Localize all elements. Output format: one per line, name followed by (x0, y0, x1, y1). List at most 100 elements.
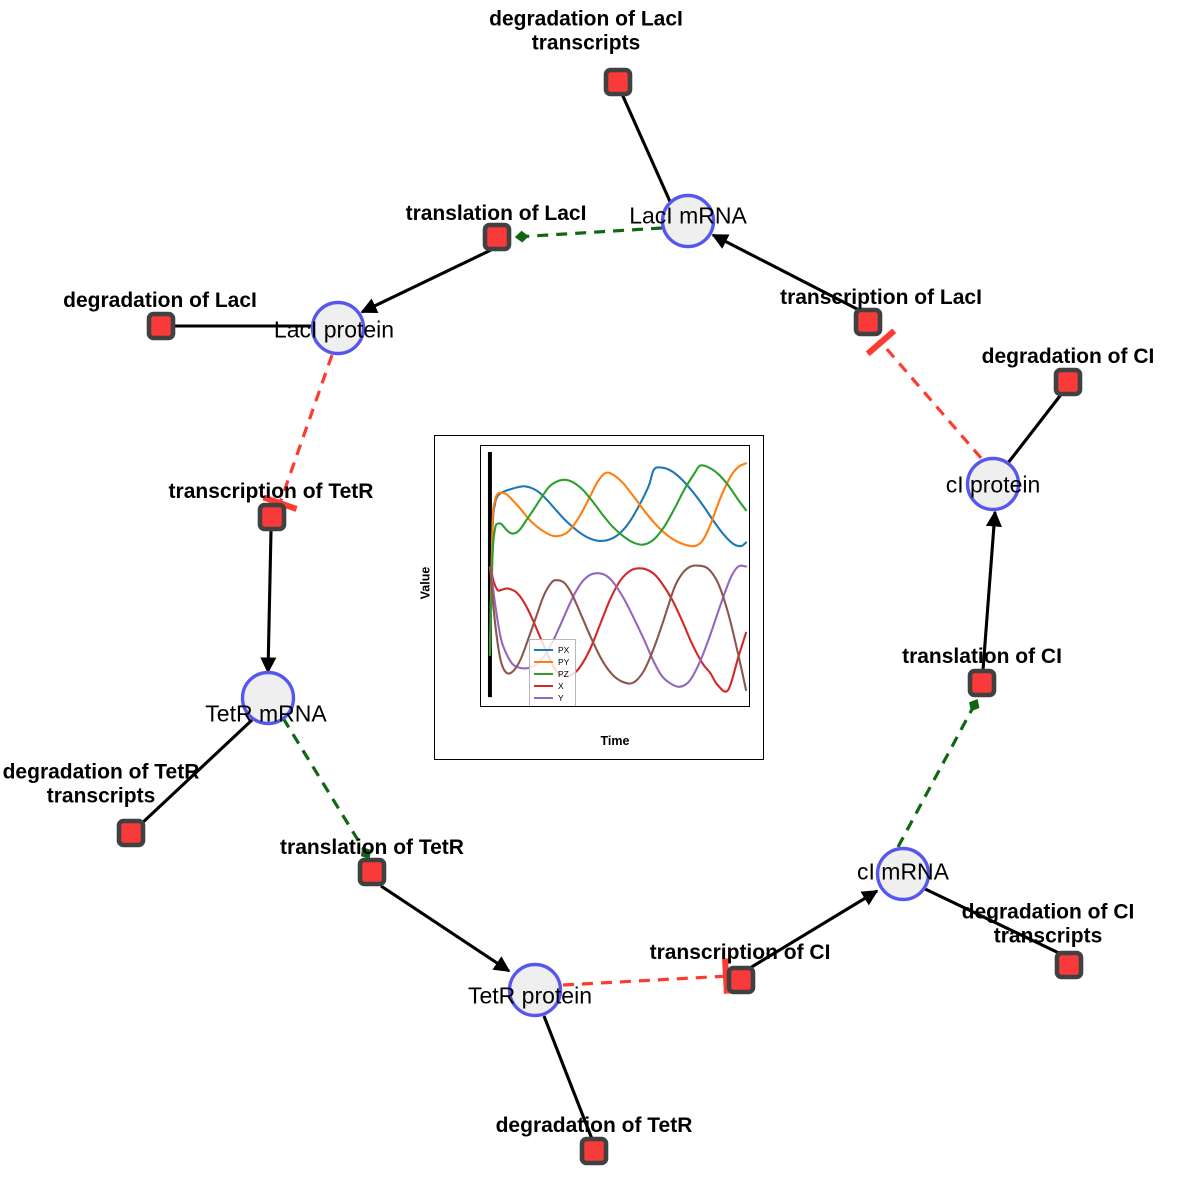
chart-line-x (490, 567, 746, 691)
chart-legend-label: PZ (558, 668, 569, 679)
edge-tetrmrna-degtetrtx (138, 718, 254, 827)
chart-x-tick: 0 (487, 706, 494, 707)
reaction-node-translation-of-tetr[interactable] (357, 857, 387, 887)
reaction-label-transcription-of-laci: transcription of LacI (780, 286, 982, 310)
chart-legend-swatch (534, 696, 553, 700)
chart-plot-area: 10⁻¹10⁰10¹10²10³ 050100150200 PXPYPZXYZ (480, 445, 750, 707)
chart-legend-item: Y (534, 692, 569, 704)
species-label-tetr-protein: TetR protein (467, 982, 593, 1009)
chart-legend-label: PX (558, 644, 570, 655)
reaction-node-deg-laci[interactable] (146, 311, 176, 341)
edge-txtetr-tetrmrna (260, 530, 277, 674)
chart-legend-swatch (534, 660, 553, 664)
reaction-node-translation-of-laci[interactable] (482, 222, 512, 252)
edge-lacimrna-tlnlaci-catalysis (514, 226, 663, 243)
species-label-ci-protein: cI protein (945, 471, 1041, 498)
edge-tlntetr-tetrprotein (380, 884, 511, 973)
reaction-label-deg-laci: degradation of LacI (63, 289, 257, 313)
chart-legend-swatch (534, 684, 553, 688)
chart-x-tickmark (682, 706, 683, 707)
edge-cimrna-degcitx (922, 886, 1064, 957)
reaction-node-deg-tetr[interactable] (579, 1136, 609, 1166)
chart-x-tickmark (746, 706, 747, 707)
chart-series-group (490, 463, 746, 691)
species-label-laci-protein: LacI protein (273, 316, 395, 343)
species-label-tetr-mrna: TetR mRNA (205, 700, 327, 727)
edge-tlnlaci-laciprotein (360, 248, 492, 314)
chart-y-tickmark (480, 697, 481, 698)
chart-x-tick: 100 (608, 706, 628, 707)
chart-line-px (490, 467, 746, 655)
chart-legend-item: PZ (534, 668, 569, 680)
edge-tlnci-ciprotein (981, 510, 1002, 671)
edge-cimrna-tlnci-catalysis (896, 698, 980, 848)
reaction-node-deg-tetr-transcripts[interactable] (116, 818, 146, 848)
chart-x-tickmark (490, 706, 491, 707)
reaction-label-deg-tetr: degradation of TetR (495, 1114, 693, 1138)
species-label-ci-mrna: cI mRNA (857, 858, 949, 885)
reaction-node-deg-ci[interactable] (1053, 367, 1083, 397)
edge-txlaci-lacimrna (711, 233, 860, 312)
edge-txci-cimrna (749, 889, 879, 970)
reaction-node-deg-laci-transcripts[interactable] (603, 67, 633, 97)
chart-x-axis-title: Time (600, 734, 630, 748)
reaction-node-deg-ci-transcripts[interactable] (1054, 950, 1084, 980)
reaction-label-translation-of-ci: translation of CI (902, 645, 1062, 669)
species-node-ci-protein[interactable] (965, 456, 1021, 512)
chart-legend-label: X (558, 680, 564, 691)
reaction-node-transcription-of-laci[interactable] (853, 307, 883, 337)
chart-y-tickmark (480, 589, 481, 590)
reaction-node-layer (116, 67, 1084, 1166)
reaction-label-deg-tetr-transcripts: degradation of TetR transcripts (2, 760, 200, 807)
chart-y-tickmark (480, 481, 481, 482)
reaction-label-transcription-of-tetr: transcription of TetR (168, 480, 374, 504)
chart-line-pz (490, 465, 746, 655)
species-node-tetr-protein[interactable] (507, 962, 563, 1018)
species-node-tetr-mrna[interactable] (240, 670, 296, 726)
chart-legend-swatch (534, 672, 553, 676)
edge-laciprotein-txtetr-inhibition (262, 354, 334, 512)
inset-timecourse-chart: Value 10⁻¹10⁰10¹10²10³ 050100150200 PXPY… (418, 435, 764, 760)
chart-legend-item: PX (534, 644, 569, 656)
species-label-laci-mrna: LacI mRNA (629, 202, 747, 229)
chart-y-tickmark (480, 535, 481, 536)
edge-tetrmrna-tlntetr-catalysis (281, 717, 371, 859)
edge-tetrprotein-degtetr (542, 1015, 594, 1140)
chart-y-axis-title: Value (418, 566, 433, 600)
chart-x-tickmark (554, 706, 555, 707)
chart-line-py (490, 463, 746, 655)
chart-y-tickmark (480, 643, 481, 644)
chart-legend-swatch (534, 648, 553, 652)
reaction-node-transcription-of-ci[interactable] (726, 965, 756, 995)
species-node-laci-mrna[interactable] (660, 193, 716, 249)
edge-tetrprotein-txci-inhibition (562, 958, 730, 994)
edge-ciprotein-degci (1006, 391, 1065, 464)
reaction-label-deg-ci-transcripts: degradation of CI transcripts (961, 900, 1135, 947)
chart-legend-label: Y (558, 692, 564, 703)
chart-legend-label: Z (558, 706, 563, 707)
chart-legend-item: PY (534, 656, 569, 668)
species-node-layer (240, 193, 1021, 1018)
edge-lacimrna-deglacitx (620, 93, 674, 207)
chart-x-tick: 150 (672, 706, 692, 707)
chart-legend-item: Z (534, 704, 569, 707)
reaction-label-deg-laci-transcripts: degradation of LacI transcripts (489, 7, 683, 54)
reaction-label-translation-of-tetr: translation of TetR (280, 836, 464, 860)
reaction-label-deg-ci: degradation of CI (981, 345, 1155, 369)
species-node-laci-protein[interactable] (310, 300, 366, 356)
reaction-node-transcription-of-tetr[interactable] (257, 502, 287, 532)
edge-ciprotein-txlaci-inhibition (865, 328, 983, 460)
chart-x-tick: 50 (547, 706, 560, 707)
reaction-label-translation-of-laci: translation of LacI (405, 202, 587, 226)
chart-line-y (490, 566, 746, 687)
reaction-label-transcription-of-ci: transcription of CI (649, 941, 831, 965)
reaction-node-translation-of-ci[interactable] (967, 668, 997, 698)
chart-legend-label: PY (558, 656, 570, 667)
edge-layer (138, 93, 1065, 1140)
chart-legend-item: X (534, 680, 569, 692)
species-node-ci-mrna[interactable] (875, 846, 931, 902)
chart-line-z (490, 565, 746, 690)
